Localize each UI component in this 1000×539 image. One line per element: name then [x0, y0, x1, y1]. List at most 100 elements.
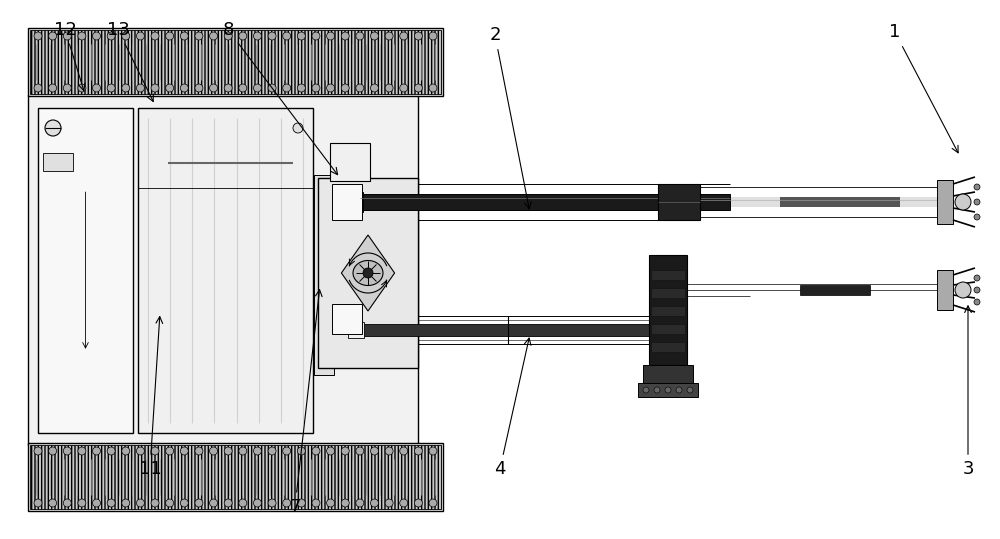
Circle shape: [327, 84, 335, 92]
Circle shape: [180, 499, 188, 507]
Circle shape: [49, 499, 57, 507]
Circle shape: [283, 447, 291, 455]
Circle shape: [210, 84, 218, 92]
Circle shape: [974, 275, 980, 281]
Circle shape: [268, 447, 276, 455]
Text: 2: 2: [489, 26, 531, 209]
Circle shape: [327, 499, 335, 507]
Circle shape: [224, 84, 232, 92]
Circle shape: [166, 32, 174, 40]
Bar: [30, 445, 441, 509]
Circle shape: [385, 32, 393, 40]
Circle shape: [370, 32, 378, 40]
Circle shape: [974, 184, 980, 190]
Text: 12: 12: [54, 20, 85, 91]
Circle shape: [974, 214, 980, 220]
Circle shape: [312, 499, 320, 507]
Bar: [780, 197, 900, 207]
Circle shape: [122, 32, 130, 40]
Bar: [28, 28, 443, 96]
Circle shape: [49, 447, 57, 455]
Circle shape: [283, 84, 291, 92]
Text: 7: 7: [289, 289, 322, 516]
Circle shape: [34, 32, 42, 40]
Circle shape: [429, 499, 437, 507]
Circle shape: [283, 499, 291, 507]
Circle shape: [63, 499, 71, 507]
Circle shape: [974, 199, 980, 205]
Circle shape: [297, 499, 305, 507]
Bar: [651, 324, 685, 334]
Bar: [800, 285, 870, 295]
Circle shape: [151, 447, 159, 455]
Circle shape: [224, 499, 232, 507]
Circle shape: [166, 84, 174, 92]
Bar: [651, 288, 685, 298]
Circle shape: [239, 32, 247, 40]
Circle shape: [356, 84, 364, 92]
Bar: [332, 184, 362, 220]
Circle shape: [166, 499, 174, 507]
Circle shape: [210, 499, 218, 507]
Circle shape: [63, 447, 71, 455]
Circle shape: [356, 447, 364, 455]
Circle shape: [63, 32, 71, 40]
Circle shape: [136, 32, 144, 40]
Bar: [651, 270, 685, 280]
Bar: [658, 184, 700, 220]
Circle shape: [49, 32, 57, 40]
Circle shape: [253, 84, 261, 92]
Circle shape: [253, 32, 261, 40]
Circle shape: [166, 447, 174, 455]
Circle shape: [955, 194, 971, 210]
Text: 13: 13: [107, 20, 153, 101]
Circle shape: [341, 447, 349, 455]
Circle shape: [327, 447, 335, 455]
Circle shape: [268, 32, 276, 40]
Circle shape: [49, 84, 57, 92]
Bar: [314, 175, 334, 375]
Circle shape: [78, 32, 86, 40]
Bar: [651, 342, 685, 352]
Circle shape: [370, 447, 378, 455]
Circle shape: [34, 499, 42, 507]
Bar: [700, 197, 950, 207]
Ellipse shape: [353, 260, 383, 286]
Circle shape: [312, 32, 320, 40]
Circle shape: [312, 84, 320, 92]
Circle shape: [180, 447, 188, 455]
Circle shape: [429, 447, 437, 455]
Circle shape: [400, 84, 408, 92]
Circle shape: [151, 32, 159, 40]
Circle shape: [283, 32, 291, 40]
Circle shape: [151, 84, 159, 92]
Bar: [332, 304, 362, 334]
Circle shape: [78, 447, 86, 455]
Text: 1: 1: [889, 23, 958, 153]
Circle shape: [370, 499, 378, 507]
Bar: [937, 270, 953, 310]
Text: 11: 11: [139, 316, 163, 478]
Circle shape: [676, 387, 682, 393]
Circle shape: [107, 32, 115, 40]
Circle shape: [239, 499, 247, 507]
Circle shape: [151, 499, 159, 507]
Circle shape: [78, 499, 86, 507]
Circle shape: [341, 499, 349, 507]
Circle shape: [224, 447, 232, 455]
Circle shape: [195, 32, 203, 40]
Circle shape: [665, 387, 671, 393]
Bar: [638, 383, 698, 397]
Bar: [38, 108, 133, 433]
Circle shape: [268, 84, 276, 92]
Circle shape: [78, 84, 86, 92]
Text: 4: 4: [494, 338, 531, 478]
Circle shape: [414, 447, 422, 455]
Circle shape: [312, 447, 320, 455]
Circle shape: [34, 84, 42, 92]
Bar: [138, 108, 313, 433]
Polygon shape: [341, 235, 395, 311]
Circle shape: [122, 499, 130, 507]
Circle shape: [293, 123, 303, 133]
Circle shape: [654, 387, 660, 393]
